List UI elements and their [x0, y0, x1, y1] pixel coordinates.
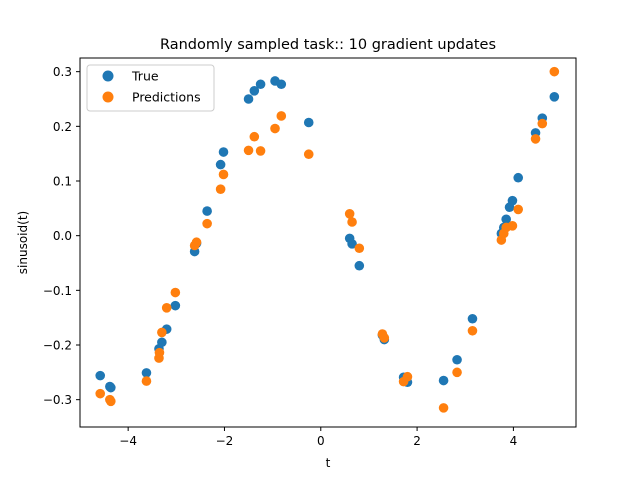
x-tick-label: −4: [119, 434, 137, 448]
data-point-predictions: [379, 333, 390, 343]
data-point-predictions: [438, 403, 449, 413]
data-point-predictions: [215, 184, 226, 194]
data-point-predictions: [243, 145, 254, 156]
series-predictions: [95, 66, 560, 413]
data-point-true: [95, 370, 106, 381]
legend-marker-predictions: [102, 91, 114, 103]
data-point-predictions: [537, 118, 548, 129]
data-point-predictions: [354, 243, 365, 254]
data-point-true: [354, 260, 365, 271]
x-tick-label: 0: [317, 434, 325, 448]
data-point-predictions: [255, 146, 266, 156]
data-point-predictions: [95, 388, 106, 399]
data-point-true: [467, 313, 478, 324]
data-point-true: [202, 206, 212, 216]
data-point-predictions: [218, 169, 229, 180]
legend-label-true: True: [131, 69, 159, 84]
data-point-predictions: [161, 303, 172, 313]
data-point-true: [347, 239, 357, 249]
data-point-true: [255, 79, 266, 90]
y-tick-label: 0.0: [53, 229, 72, 243]
data-point-true: [215, 159, 226, 170]
data-point-predictions: [344, 209, 355, 219]
data-point-true: [507, 195, 518, 206]
data-point-predictions: [154, 347, 165, 358]
legend: True Predictions: [86, 64, 215, 112]
y-axis-label: sinusoid(t): [16, 211, 30, 274]
data-point-predictions: [513, 204, 524, 215]
points-layer: [95, 66, 560, 413]
chart-title: Randomly sampled task:: 10 gradient upda…: [160, 37, 496, 53]
ticks-layer: −4 −2 0 2 4 −0.3 −0.2 −0.1 0.0 0.1 0.2 0.3: [43, 65, 517, 448]
data-point-predictions: [191, 237, 202, 248]
data-point-true: [438, 375, 449, 386]
data-point-predictions: [530, 134, 541, 144]
data-point-predictions: [347, 217, 357, 227]
y-tick-label: 0.1: [53, 175, 72, 189]
data-point-predictions: [452, 367, 462, 378]
data-point-predictions: [402, 371, 413, 382]
data-point-predictions: [106, 396, 116, 407]
y-tick-label: 0.2: [53, 120, 72, 134]
data-point-predictions: [467, 325, 478, 336]
y-tick-label: 0.3: [53, 65, 72, 79]
x-tick-label: 4: [510, 434, 518, 448]
data-point-predictions: [141, 376, 152, 386]
data-point-predictions: [276, 111, 287, 121]
data-point-true: [549, 92, 560, 102]
y-tick-label: −0.2: [43, 339, 72, 353]
data-point-true: [303, 117, 314, 128]
data-point-true: [243, 94, 254, 104]
legend-label-predictions: Predictions: [132, 90, 201, 105]
data-point-predictions: [507, 221, 518, 231]
data-point-true: [513, 172, 524, 183]
data-point-true: [501, 214, 511, 225]
data-point-predictions: [170, 287, 181, 298]
y-tick-label: −0.1: [43, 284, 72, 298]
data-point-predictions: [249, 131, 260, 142]
data-point-predictions: [270, 123, 280, 134]
legend-marker-true: [102, 70, 114, 82]
data-point-true: [276, 79, 287, 90]
data-point-true: [452, 354, 462, 365]
legend-box: [86, 64, 215, 112]
data-point-true: [249, 86, 260, 96]
data-point-true: [106, 382, 116, 393]
plot-frame: [79, 57, 577, 428]
y-tick-label: −0.3: [43, 393, 72, 407]
data-point-predictions: [549, 66, 560, 77]
data-point-true: [141, 368, 152, 378]
data-point-predictions: [202, 218, 212, 229]
x-axis-label: t: [326, 456, 331, 470]
x-tick-label: −2: [216, 434, 234, 448]
data-point-true: [170, 300, 181, 311]
x-tick-label: 2: [413, 434, 421, 448]
data-point-true: [157, 337, 167, 348]
data-point-true: [218, 147, 229, 157]
data-point-predictions: [157, 327, 167, 338]
data-point-predictions: [303, 149, 314, 160]
